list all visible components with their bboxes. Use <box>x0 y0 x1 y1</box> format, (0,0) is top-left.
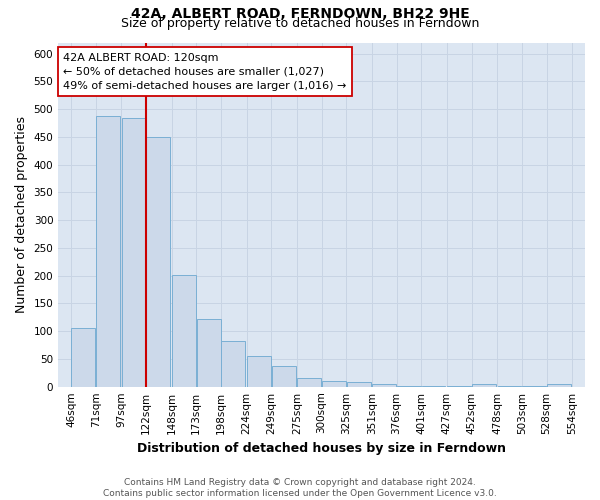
Bar <box>347 382 371 386</box>
Bar <box>146 137 170 386</box>
X-axis label: Distribution of detached houses by size in Ferndown: Distribution of detached houses by size … <box>137 442 506 455</box>
Bar <box>96 116 120 386</box>
Bar <box>71 328 95 386</box>
Bar <box>298 378 321 386</box>
Text: Size of property relative to detached houses in Ferndown: Size of property relative to detached ho… <box>121 18 479 30</box>
Bar <box>322 381 346 386</box>
Text: 42A ALBERT ROAD: 120sqm
← 50% of detached houses are smaller (1,027)
49% of semi: 42A ALBERT ROAD: 120sqm ← 50% of detache… <box>64 53 347 91</box>
Y-axis label: Number of detached properties: Number of detached properties <box>15 116 28 313</box>
Bar <box>472 384 496 386</box>
Bar <box>247 356 271 386</box>
Bar <box>547 384 571 386</box>
Text: 42A, ALBERT ROAD, FERNDOWN, BH22 9HE: 42A, ALBERT ROAD, FERNDOWN, BH22 9HE <box>131 8 469 22</box>
Bar <box>221 341 245 386</box>
Bar <box>197 319 221 386</box>
Bar <box>272 366 296 386</box>
Bar <box>372 384 396 386</box>
Bar <box>172 274 196 386</box>
Text: Contains HM Land Registry data © Crown copyright and database right 2024.
Contai: Contains HM Land Registry data © Crown c… <box>103 478 497 498</box>
Bar <box>122 118 146 386</box>
